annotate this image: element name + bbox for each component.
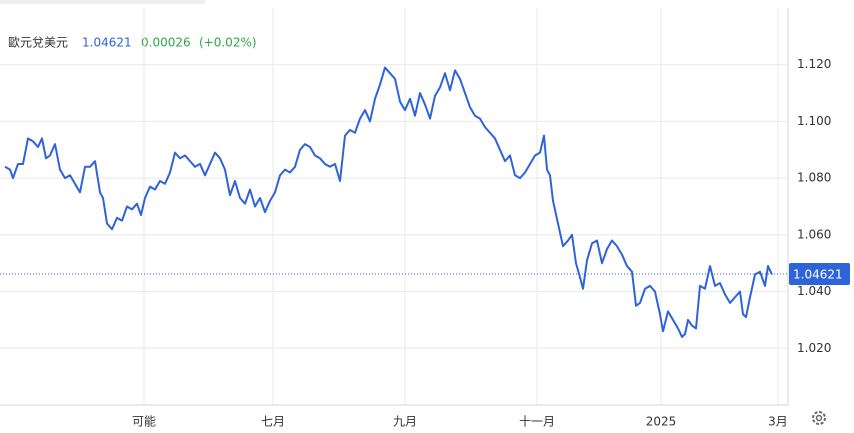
x-tick-label: 九月 (393, 415, 417, 429)
x-tick-label: 可能 (132, 415, 156, 429)
x-tick-label: 2025 (646, 415, 677, 429)
y-tick-label: 1.060 (797, 227, 831, 241)
y-tick-label: 1.040 (797, 284, 831, 298)
y-tick-label: 1.120 (797, 57, 831, 71)
x-tick-label: 3月 (768, 415, 788, 429)
tab-bar (0, 0, 205, 4)
y-tick-label: 1.020 (797, 341, 831, 355)
chart-title: 歐元兌美元 (8, 35, 68, 50)
change: 0.00026 (141, 36, 191, 50)
x-tick-label: 十一月 (519, 415, 555, 429)
price-line (4, 66, 773, 338)
y-tick-label: 1.080 (797, 171, 831, 185)
x-tick-label: 七月 (261, 415, 285, 429)
last-price-label: 1.04621 (793, 267, 843, 281)
last-price-box (789, 262, 850, 285)
change-pct: (+0.02%) (199, 36, 257, 50)
settings-icon[interactable] (812, 411, 826, 425)
y-tick-label: 1.100 (797, 114, 831, 128)
last-price: 1.04621 (82, 36, 132, 50)
